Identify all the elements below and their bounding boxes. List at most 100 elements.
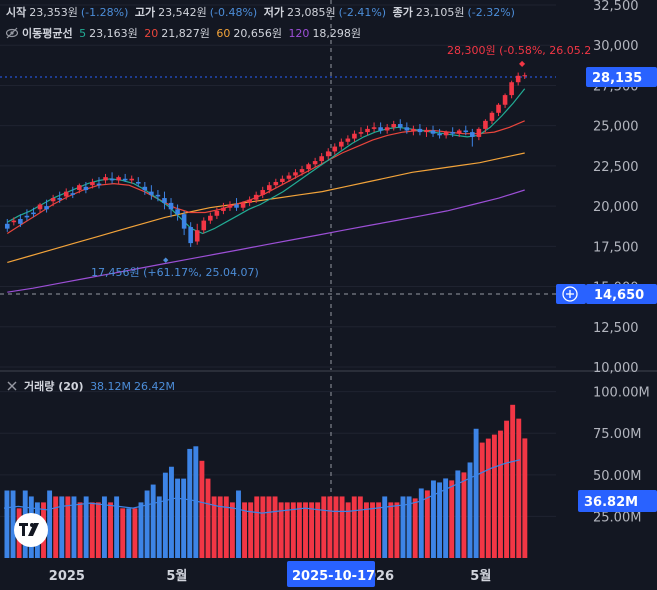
- moving-average-legend: 이동평균선 5 23,163원 20 21,827원 60 20,656원 120 18…: [6, 25, 364, 41]
- candle-body: [194, 230, 200, 242]
- volume-bar: [126, 508, 132, 558]
- volume-bar: [260, 496, 266, 558]
- volume-bar: [95, 502, 101, 558]
- price-axis-tick: 10,000: [593, 361, 639, 376]
- high-change: (-0.48%): [209, 6, 258, 19]
- annotation-high: 28,300원 (-0.58%, 26.05.2: [447, 44, 591, 57]
- candle-body: [391, 124, 397, 128]
- high-label: 고가: [134, 6, 156, 19]
- candle-body: [129, 178, 135, 181]
- candle-body: [11, 220, 17, 223]
- crosshair-price-label-bg: [586, 284, 657, 304]
- volume-bar: [223, 496, 229, 558]
- candle-body: [155, 194, 161, 197]
- candle-body: [103, 177, 108, 181]
- volume-bar: [516, 418, 522, 558]
- candle-body: [404, 127, 410, 131]
- volume-bar: [479, 442, 485, 558]
- volume-bar: [175, 478, 180, 558]
- volume-bar: [77, 502, 83, 558]
- eye-icon[interactable]: [6, 27, 18, 39]
- candle-body: [437, 133, 442, 136]
- volume-bar: [376, 502, 382, 558]
- candle-body: [175, 209, 180, 215]
- volume-bar: [388, 502, 394, 558]
- volume-bar: [333, 496, 339, 558]
- volume-bar: [47, 490, 53, 558]
- volume-bar: [71, 496, 77, 558]
- candle-body: [77, 185, 82, 191]
- candle-body: [384, 127, 390, 131]
- candle-body: [44, 206, 49, 210]
- candle-body: [149, 191, 154, 195]
- candle-body: [4, 223, 10, 229]
- volume-bar: [400, 496, 406, 558]
- volume-bar: [485, 438, 491, 558]
- candle-body: [358, 132, 364, 134]
- crosshair-date-label: 2025-10-17: [292, 569, 375, 584]
- candle-body: [365, 128, 370, 133]
- volume-bar: [370, 502, 375, 558]
- close-value: 23,105원: [415, 6, 465, 19]
- candle-body: [37, 204, 43, 210]
- candle-body: [201, 220, 207, 231]
- volume-axis-tick: 75.00M: [593, 427, 641, 442]
- ma5-value: 23,163원: [89, 27, 138, 40]
- volume-bar: [187, 448, 193, 558]
- close-change: (-2.32%): [467, 6, 515, 19]
- volume-bar: [89, 502, 95, 558]
- candle-body: [332, 146, 338, 152]
- price-axis-tick: 22,500: [593, 160, 639, 175]
- close-icon[interactable]: [6, 380, 18, 392]
- volume-bar: [309, 502, 315, 558]
- ma5-line: [7, 88, 526, 235]
- volume-bar: [10, 490, 16, 558]
- candle-body: [273, 181, 279, 186]
- volume-bar: [491, 434, 497, 558]
- volume-bar: [443, 478, 449, 558]
- plus-circle-icon[interactable]: [556, 284, 586, 304]
- candle-body: [522, 75, 528, 77]
- volume-bar: [424, 490, 430, 558]
- candle-body: [325, 151, 331, 157]
- tradingview-logo-icon[interactable]: [14, 513, 48, 547]
- candle-body: [306, 164, 311, 170]
- volume-bar: [120, 508, 126, 558]
- candle-body: [293, 172, 298, 176]
- low-label: 저가: [263, 6, 284, 19]
- volume-bar: [382, 496, 388, 558]
- volume-bar: [406, 496, 412, 558]
- candle-body: [483, 120, 488, 129]
- annotation-low: 17,456원 (+61.17%, 25.04.07): [91, 266, 259, 279]
- volume-bar: [303, 502, 308, 558]
- volume-bar: [162, 472, 168, 558]
- candle-body: [515, 75, 521, 83]
- candle-body: [162, 198, 167, 203]
- candle-body: [489, 112, 495, 121]
- volume-bar: [461, 472, 467, 558]
- volume-bar: [522, 438, 528, 558]
- low-value: 23,085원: [286, 6, 336, 19]
- candle-body: [470, 132, 475, 137]
- volume-bar: [181, 478, 187, 558]
- crosshair-date-label-bg: [287, 561, 375, 587]
- candle-body: [463, 130, 469, 133]
- candle-body: [378, 127, 383, 131]
- volume-bar: [412, 498, 418, 558]
- volume-axis-tick: 100.00M: [593, 386, 650, 401]
- ohlc-legend: 시작 23,353원 (-1.28%) 고가 23,542원 (-0.48%) 저가 23…: [6, 4, 518, 20]
- candle-body: [476, 128, 482, 137]
- candle-body: [96, 183, 102, 186]
- ma20-value: 21,827원: [161, 27, 210, 40]
- volume-bar: [296, 502, 302, 558]
- ma60-period: 60: [216, 27, 231, 40]
- volume-bar: [357, 496, 363, 558]
- candle-body: [411, 128, 416, 131]
- volume-bar: [144, 490, 150, 558]
- volume-bar: [53, 496, 59, 558]
- volume-bar: [339, 496, 345, 558]
- price-axis-tick: 17,500: [593, 240, 639, 255]
- ma120-period: 120: [288, 27, 310, 40]
- open-value: 23,353원: [29, 6, 78, 19]
